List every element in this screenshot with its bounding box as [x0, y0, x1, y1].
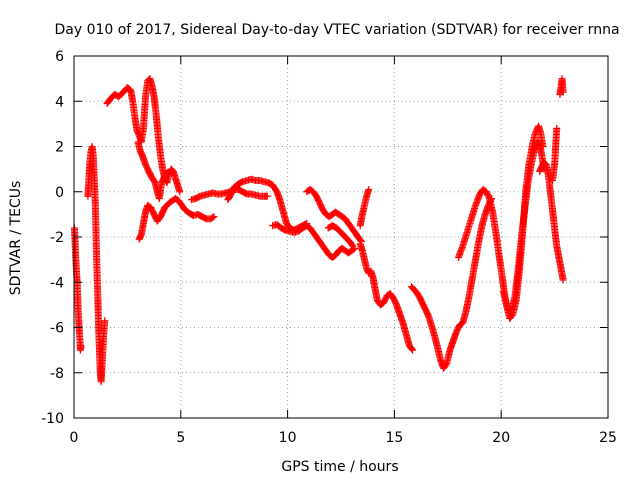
- x-tick-label: 5: [176, 430, 185, 446]
- y-tick-labels: -10 -8 -6 -4 -2 0 2 4 6: [41, 49, 64, 427]
- data-point: [350, 245, 358, 253]
- chart-title: Day 010 of 2017, Sidereal Day-to-day VTE…: [54, 22, 619, 38]
- y-tick-label: -8: [50, 366, 64, 382]
- x-tick-label: 10: [279, 430, 297, 446]
- x-tick-label: 20: [492, 430, 510, 446]
- data-point: [349, 242, 357, 250]
- data-point: [409, 346, 417, 354]
- y-tick-label: 0: [55, 185, 64, 201]
- data-point: [101, 317, 109, 325]
- x-tick-label: 0: [70, 430, 79, 446]
- data-point: [210, 213, 218, 221]
- x-tick-label: 25: [599, 430, 617, 446]
- y-tick-label: -10: [41, 411, 64, 427]
- data-point: [166, 167, 174, 175]
- axis-ticks: [73, 55, 609, 419]
- y-tick-label: -4: [50, 275, 64, 291]
- data-point: [176, 188, 184, 196]
- data-point: [408, 345, 416, 353]
- y-tick-label: 4: [55, 94, 64, 110]
- data-point: [263, 192, 271, 200]
- y-tick-label: -2: [50, 230, 64, 246]
- y-tick-label: -6: [50, 321, 64, 337]
- data-point: [559, 276, 567, 284]
- y-tick-label: 2: [55, 140, 64, 156]
- data-point: [365, 185, 373, 193]
- x-tick-labels: 0 5 10 15 20 25: [70, 430, 617, 446]
- x-axis-label: GPS time / hours: [281, 459, 398, 475]
- y-axis-label: SDTVAR / TECUs: [8, 181, 24, 296]
- data-point: [77, 342, 85, 350]
- data-point: [539, 143, 547, 150]
- data-point: [209, 213, 217, 221]
- data-point: [553, 124, 561, 132]
- y-tick-label: 6: [55, 49, 64, 65]
- data-point: [559, 88, 567, 96]
- data-points: [70, 75, 567, 386]
- x-tick-label: 15: [385, 430, 403, 446]
- data-point: [348, 241, 356, 249]
